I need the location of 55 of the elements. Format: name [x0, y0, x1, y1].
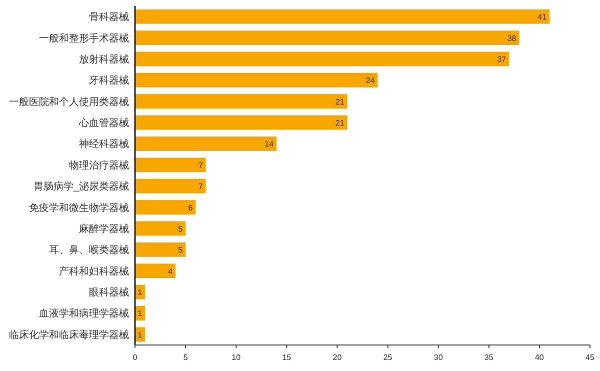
data-label: 7: [198, 182, 204, 192]
y-tick-label: 临床化学和临床毒理学器械: [9, 328, 129, 341]
x-tick-label: 45: [586, 353, 595, 362]
y-tick-label: 心血管器械: [78, 117, 129, 130]
bar: [135, 30, 520, 45]
data-label: 21: [335, 97, 345, 106]
x-tick-label: 5: [183, 353, 188, 362]
bar: [135, 264, 176, 278]
y-tick-label: 一般和整形手术器械: [39, 32, 129, 44]
y-tick-label: 免疫学和微生物学器械: [29, 202, 129, 214]
data-label: 1: [138, 288, 143, 298]
y-tick-label: 放射科器械: [79, 53, 129, 66]
x-tick-label: 25: [383, 353, 393, 362]
data-label: 41: [538, 12, 548, 22]
x-tick-label: 0: [132, 353, 138, 362]
data-label: 7: [198, 160, 204, 170]
bar: [135, 242, 186, 257]
y-tick-label: 眼科器械: [89, 286, 129, 299]
y-tick-label: 血液学和病理学器械: [39, 308, 129, 320]
y-tick-label: 胃肠病学_泌尿类器械: [33, 180, 129, 193]
bar: [135, 52, 510, 66]
data-label: 4: [168, 266, 173, 276]
bar: [135, 9, 550, 24]
bar: [135, 178, 206, 194]
x-tick-label: 40: [534, 353, 544, 362]
bar: [135, 158, 206, 172]
y-tick-label: 一般医院和个人使用类器械: [9, 96, 129, 108]
y-tick-label: 神经科器械: [79, 138, 129, 150]
y-tick-label: 牙科器械: [89, 74, 129, 87]
data-label: 21: [335, 118, 345, 128]
bar: [135, 72, 378, 88]
data-label: 24: [366, 76, 376, 86]
bar: [135, 221, 186, 236]
data-label: 5: [178, 246, 184, 255]
bar: [135, 200, 196, 214]
y-tick-label: 麻醉学器械: [79, 222, 129, 235]
data-label: 14: [264, 140, 274, 149]
bar: [135, 115, 348, 130]
x-tick-label: 10: [232, 353, 242, 362]
y-tick-label: 耳、鼻、喉类器械: [49, 244, 129, 256]
data-label: 37: [497, 54, 507, 64]
data-label: 38: [507, 34, 517, 43]
data-label: 1: [138, 330, 143, 340]
bar: [135, 136, 277, 151]
x-tick-label: 20: [332, 353, 342, 362]
data-label: 1: [138, 309, 143, 318]
x-tick-label: 35: [484, 353, 494, 362]
bar: [135, 94, 348, 109]
y-tick-label: 产科和妇科器械: [59, 265, 129, 278]
y-tick-label: 物理治疗器械: [69, 159, 129, 172]
data-label: 5: [178, 224, 184, 234]
y-tick-label: 骨科器械: [89, 11, 129, 24]
x-tick-label: 30: [434, 353, 444, 362]
x-tick-label: 15: [282, 353, 292, 362]
data-label: 6: [188, 203, 194, 212]
